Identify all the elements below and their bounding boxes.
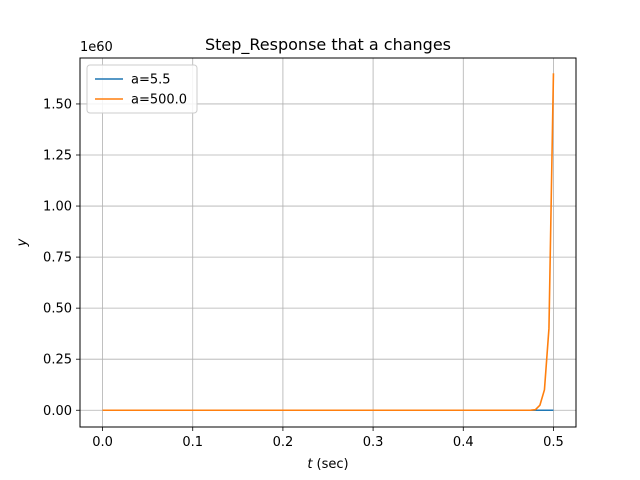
plot-frame: [79, 57, 577, 428]
y-tick-label: 0.50: [43, 302, 72, 317]
legend-label-2: a=500.0: [131, 93, 187, 108]
x-axis-label: t (sec): [307, 457, 348, 472]
y-tick-label: 1.50: [43, 97, 72, 112]
y-offset-text: 1e60: [80, 40, 113, 55]
x-tick-label: 0.3: [363, 435, 384, 450]
y-tick-label: 1.25: [43, 148, 72, 163]
y-axis-label: y: [15, 238, 30, 247]
plot-series: [102, 73, 555, 412]
x-tick-label: 0.4: [453, 435, 474, 450]
y-tick-label: 0.75: [43, 251, 72, 266]
x-axis-label-unit: (sec): [317, 457, 349, 472]
series-line-2: [102, 73, 555, 412]
legend-label-1: a=5.5: [131, 73, 171, 88]
x-tick-label: 0.0: [92, 435, 113, 450]
chart-title: Step_Response that a changes: [205, 35, 451, 55]
x-tick-label: 0.5: [543, 435, 564, 450]
x-axis-label-var: t: [307, 457, 313, 472]
x-tick-label: 0.1: [182, 435, 203, 450]
legend: a=5.5 a=500.0: [86, 64, 198, 114]
grid: [80, 58, 576, 427]
x-tick-label: 0.2: [273, 435, 294, 450]
legend-box: [86, 64, 198, 114]
y-tick-label: 0.25: [43, 353, 72, 368]
axis-ticks: 0.0 0.1 0.2 0.3 0.4 0.5 0.00 0.25 0.50 0.75 1.00 1.…: [43, 97, 564, 450]
y-tick-label: 0.00: [43, 404, 72, 419]
y-tick-label: 1.00: [43, 200, 72, 215]
